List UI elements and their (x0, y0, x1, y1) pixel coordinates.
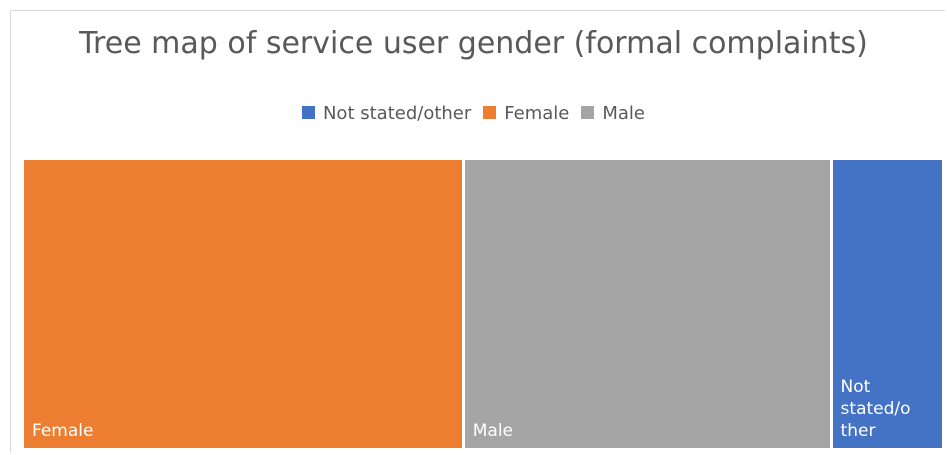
chart-title: Tree map of service user gender (formal … (79, 26, 868, 61)
legend-label: Male (602, 103, 646, 124)
treemap-cell: Male (464, 160, 830, 448)
legend-swatch (301, 106, 315, 119)
chart-frame (10, 10, 945, 453)
legend-swatch (581, 106, 595, 119)
legend-label: Not stated/other (322, 103, 472, 124)
cell-label: Female (32, 421, 94, 441)
plot-area: Female Male Not stated/other (24, 160, 942, 448)
treemap-cell: Female (24, 160, 462, 448)
legend: Not stated/other Female Male (0, 103, 947, 124)
legend-item: Male (581, 103, 645, 124)
cell-label: Not stated/other (840, 377, 911, 441)
legend-item: Female (483, 103, 569, 124)
cell-label: Male (472, 421, 514, 441)
legend-item: Not stated/other (301, 103, 472, 124)
legend-swatch (483, 106, 497, 119)
treemap-cell: Not stated/other (832, 160, 942, 448)
legend-label: Female (504, 103, 570, 124)
